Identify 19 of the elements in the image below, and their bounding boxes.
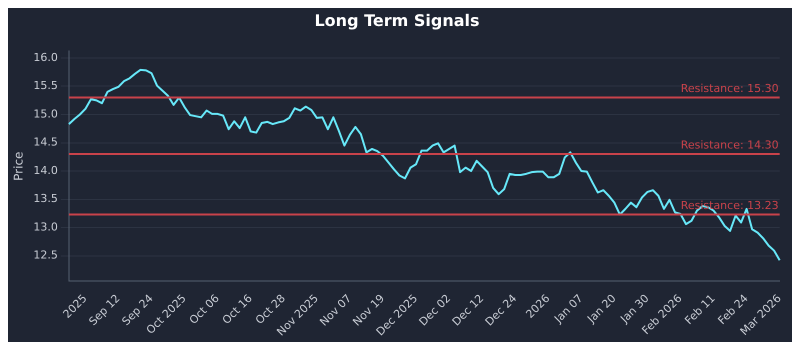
y-tick-label: 13.5	[33, 192, 58, 206]
x-tick-label: Jan 07	[551, 292, 586, 326]
x-tick-label: Sep 12	[86, 292, 123, 328]
y-tick-label: 15.0	[33, 107, 58, 120]
x-tick-label: Feb 11	[682, 292, 718, 328]
y-tick-label: 16.0	[33, 50, 58, 64]
x-tick-label: Jan 20	[584, 292, 619, 326]
y-axis-title: Price	[11, 152, 26, 181]
ref-line-label: Resistance: 15.30	[680, 82, 779, 95]
y-tick-label: 14.5	[33, 136, 58, 149]
x-tick-label: Oct 16	[220, 292, 255, 327]
ref-line-label: Resistance: 14.30	[680, 138, 779, 152]
x-tick-label: Oct 06	[186, 292, 222, 327]
y-tick-label: 14.0	[33, 164, 58, 177]
y-tick-label: 15.5	[33, 79, 58, 92]
y-tick-label: 12.5	[33, 248, 58, 262]
y-tick-label: 13.0	[33, 220, 58, 234]
ref-line-label: Resistance: 13.23	[680, 198, 779, 212]
chart-title: Long Term Signals	[314, 10, 480, 30]
